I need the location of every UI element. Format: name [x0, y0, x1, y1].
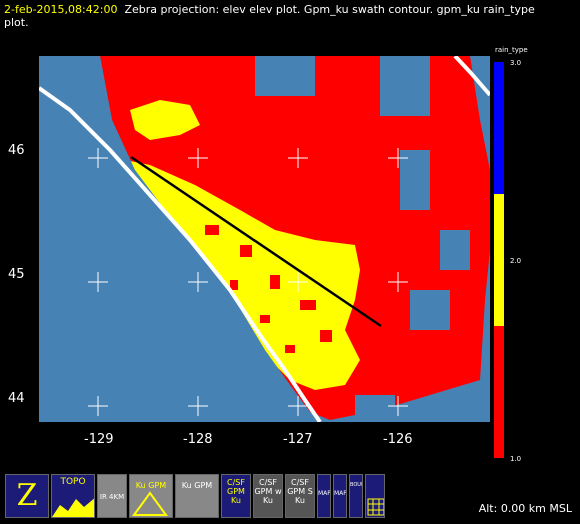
csf-gpm-ku-button[interactable]: C/SF GPM Ku — [221, 474, 251, 518]
csf-gpm-s-ku-label: C/SF GPM S Ku — [287, 478, 313, 505]
no-rain-gaps — [255, 56, 470, 422]
y-tick-1: 46 — [8, 143, 25, 158]
csf-gpm-w-ku-label: C/SF GPM w Ku — [254, 478, 282, 505]
colorbar-tick-1: 1.0 — [510, 455, 522, 463]
map-alt-label: MAP — [334, 490, 347, 497]
altitude-readout: Alt: 0.00 km MSL — [478, 502, 572, 515]
ku-gpm-alt-button[interactable]: Ku GPM — [175, 474, 219, 518]
zebra-logo-icon: Z — [16, 478, 38, 513]
x-tick-1: -129 — [84, 432, 114, 447]
colorbar-tick-3: 3.0 — [510, 59, 522, 67]
topo-button[interactable]: TOPO — [51, 474, 95, 518]
map-plot[interactable] — [0, 0, 580, 470]
zebra-logo-button[interactable]: Z — [5, 474, 49, 518]
grid-icon — [367, 498, 384, 516]
rain-type-2-north — [130, 100, 200, 140]
ku-gpm-label: Ku GPM — [135, 481, 167, 490]
x-tick-3: -127 — [283, 432, 313, 447]
plot-description-cont: plot. — [4, 16, 29, 29]
swath-edge-east — [453, 56, 490, 97]
ocean-wedge — [39, 56, 330, 422]
satellite-icon — [132, 491, 168, 516]
map-alt-button[interactable]: MAP — [333, 474, 347, 518]
topo-label: TOPO — [60, 477, 86, 487]
grid-crosses — [88, 148, 408, 416]
csf-gpm-ku-label: C/SF GPM Ku — [227, 478, 245, 505]
colorbar-mid — [494, 194, 504, 326]
colorbar-low — [494, 326, 504, 458]
csf-gpm-s-ku-button[interactable]: C/SF GPM S Ku — [285, 474, 315, 518]
swath-edge-west — [39, 86, 322, 422]
map-button[interactable]: MAP — [317, 474, 331, 518]
y-tick-3: 44 — [8, 391, 25, 406]
plot-title: 2-feb-2015,08:42:00 Zebra projection: el… — [4, 3, 574, 29]
toolbar: Z TOPO IR 4KM Ku GPM Ku GPM C/SF GPM Ku … — [5, 474, 385, 520]
ir-4km-button[interactable]: IR 4KM — [97, 474, 127, 518]
x-tick-4: -126 — [383, 432, 413, 447]
ku-gpm-button[interactable]: Ku GPM — [129, 474, 173, 518]
ir-4km-label: IR 4KM — [99, 493, 125, 501]
map-label: MAP — [318, 490, 331, 497]
bounds-button[interactable]: BOUNDS — [349, 474, 363, 518]
timestamp: 2-feb-2015,08:42:00 — [4, 3, 118, 16]
rain-type-1-speckles — [205, 225, 332, 353]
plot-description: Zebra projection: elev elev plot. Gpm_ku… — [124, 3, 535, 16]
cross-section-line[interactable] — [130, 155, 382, 328]
y-tick-2: 45 — [8, 267, 25, 282]
colorbar-high — [494, 62, 504, 194]
bounds-label: BOUNDS — [350, 482, 362, 488]
x-tick-2: -128 — [183, 432, 213, 447]
colorbar-tick-2: 2.0 — [510, 257, 522, 265]
grid-button[interactable] — [365, 474, 385, 518]
rain-type-2-region — [125, 160, 360, 390]
topo-icon — [52, 498, 94, 517]
ku-gpm-alt-label: Ku GPM — [181, 481, 213, 490]
csf-gpm-w-ku-button[interactable]: C/SF GPM w Ku — [253, 474, 283, 518]
colorbar-title: rain_type — [495, 46, 528, 54]
